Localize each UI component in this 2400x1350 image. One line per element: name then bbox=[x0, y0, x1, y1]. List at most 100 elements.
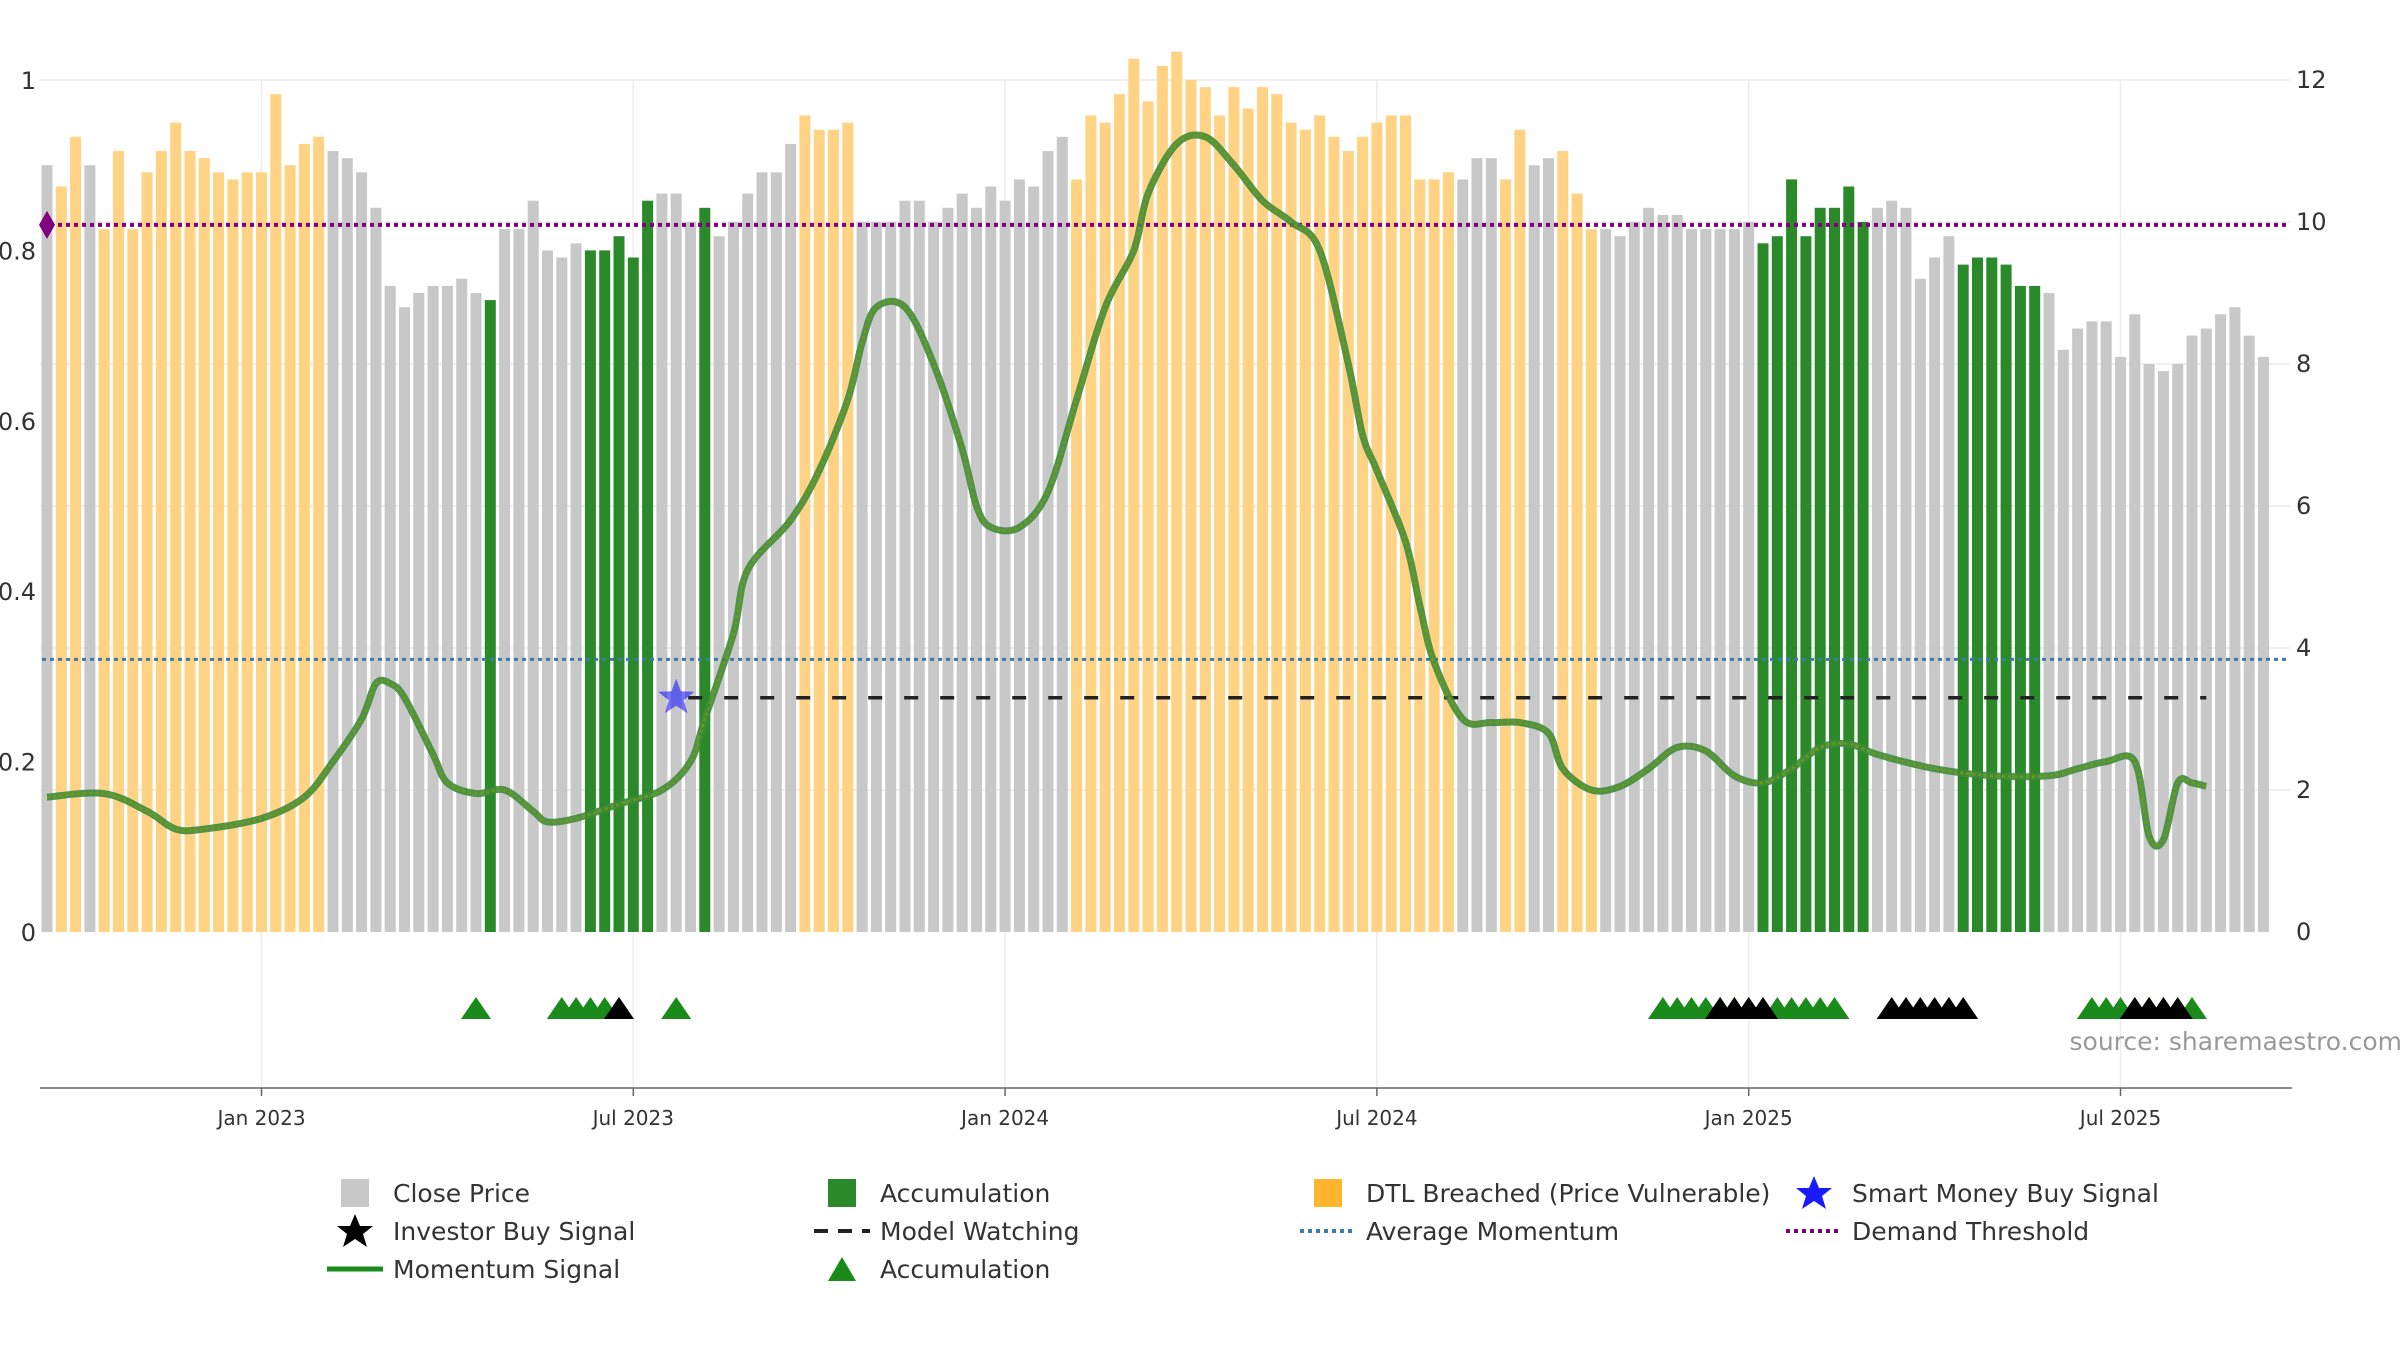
bar bbox=[1042, 151, 1054, 932]
bar bbox=[1800, 236, 1812, 932]
right-tick-label: 12 bbox=[2296, 66, 2327, 94]
right-tick-label: 8 bbox=[2296, 350, 2311, 378]
legend-dtl-breached-swatch bbox=[1314, 1179, 1342, 1207]
legend-demand-threshold: Demand Threshold bbox=[1784, 1213, 2089, 1249]
x-tick-label: Jan 2024 bbox=[959, 1106, 1049, 1130]
bar bbox=[1871, 207, 1883, 933]
bar bbox=[513, 229, 525, 933]
x-tick-label: Jul 2025 bbox=[2078, 1106, 2161, 1130]
bar bbox=[1500, 179, 1512, 932]
dashed-line-icon bbox=[814, 1229, 870, 1233]
investor-buy-marker bbox=[2162, 997, 2193, 1019]
bar bbox=[942, 207, 954, 933]
bar bbox=[98, 229, 110, 933]
legend-smart-money-label: Smart Money Buy Signal bbox=[1852, 1178, 2159, 1208]
bar bbox=[2258, 356, 2269, 932]
legend-accumulation-swatch bbox=[828, 1179, 856, 1207]
bar bbox=[2215, 314, 2227, 932]
bar bbox=[427, 285, 439, 932]
bar bbox=[1557, 151, 1569, 932]
legend-accumulation-marker: Accumulation bbox=[812, 1251, 1050, 1287]
bar bbox=[1528, 165, 1540, 932]
bar bbox=[1257, 87, 1268, 933]
bar bbox=[270, 94, 282, 932]
bar bbox=[742, 193, 754, 933]
bar bbox=[2129, 314, 2141, 932]
bar bbox=[470, 293, 482, 932]
legend-investor-buy: Investor Buy Signal bbox=[325, 1213, 635, 1249]
bar bbox=[2000, 264, 2012, 933]
momentum-chart: Jan 2023 Jul 2023 Jan 2024 Jul 2024 Jan 2025… bbox=[0, 51, 2400, 1130]
smart-money-star bbox=[658, 678, 695, 714]
bar bbox=[70, 136, 82, 933]
bar bbox=[1485, 158, 1497, 933]
signal-markers bbox=[461, 678, 2207, 1019]
bar bbox=[799, 115, 811, 932]
bar bbox=[1271, 94, 1283, 932]
momentum-signal-texture bbox=[46, 133, 2207, 848]
legend-investor-buy-label: Investor Buy Signal bbox=[393, 1216, 636, 1246]
legend-average-momentum: Average Momentum bbox=[1298, 1213, 1619, 1249]
bar bbox=[1013, 179, 1025, 932]
solid-line-icon bbox=[327, 1266, 383, 1272]
bar bbox=[1357, 136, 1369, 933]
bar bbox=[2172, 364, 2184, 932]
bar bbox=[999, 200, 1011, 932]
bar bbox=[2086, 321, 2098, 932]
bar bbox=[113, 151, 124, 932]
bar bbox=[1628, 222, 1640, 932]
bar bbox=[213, 172, 225, 933]
bar bbox=[899, 200, 911, 932]
bar bbox=[1814, 207, 1826, 933]
right-tick-label: 0 bbox=[2296, 918, 2311, 946]
axes: Jan 2023 Jul 2023 Jan 2024 Jul 2024 Jan 2025… bbox=[0, 66, 2327, 1130]
bar bbox=[785, 143, 797, 932]
bar bbox=[2229, 307, 2241, 932]
bar bbox=[928, 222, 940, 932]
bar bbox=[1099, 122, 1111, 933]
bar bbox=[2043, 293, 2055, 932]
x-tick-label: Jul 2023 bbox=[591, 1106, 674, 1130]
bar bbox=[713, 236, 725, 932]
bar bbox=[484, 300, 496, 933]
bar bbox=[198, 158, 210, 933]
bar bbox=[284, 165, 296, 932]
accumulation-marker bbox=[1819, 997, 1850, 1019]
bar bbox=[1571, 193, 1583, 933]
triangle-icon bbox=[828, 1257, 856, 1281]
bar bbox=[685, 222, 696, 932]
left-tick-label: 0.2 bbox=[0, 749, 36, 777]
left-tick-label: 0 bbox=[21, 919, 36, 947]
bar bbox=[1214, 115, 1226, 932]
bar bbox=[1929, 257, 1941, 932]
bar bbox=[2029, 285, 2041, 932]
right-tick-label: 4 bbox=[2296, 634, 2311, 662]
bar bbox=[1714, 229, 1726, 933]
bar bbox=[2157, 371, 2169, 933]
bar bbox=[1328, 136, 1340, 933]
bar bbox=[227, 179, 239, 932]
bar bbox=[84, 165, 96, 932]
bar bbox=[1171, 51, 1183, 933]
bar bbox=[1943, 236, 1955, 932]
bar bbox=[1128, 58, 1140, 932]
bar bbox=[1385, 115, 1397, 932]
bar bbox=[2072, 328, 2084, 932]
bar bbox=[341, 158, 353, 933]
price-bars bbox=[41, 51, 2269, 933]
legend-demand-threshold-label: Demand Threshold bbox=[1852, 1216, 2090, 1246]
bar bbox=[2057, 349, 2069, 932]
bar bbox=[842, 122, 854, 933]
bar bbox=[971, 207, 982, 933]
legend-model-watching-label: Model Watching bbox=[880, 1216, 1080, 1246]
legend-close-price: Close Price bbox=[325, 1175, 530, 1211]
bar bbox=[298, 143, 310, 932]
bar bbox=[241, 172, 253, 933]
bar bbox=[1771, 236, 1783, 932]
bar bbox=[1056, 136, 1068, 933]
bar bbox=[155, 151, 167, 932]
bar bbox=[1614, 236, 1626, 932]
dotted-line-icon bbox=[1300, 1229, 1356, 1233]
bar bbox=[2100, 321, 2112, 932]
legend-momentum-signal-label: Momentum Signal bbox=[393, 1254, 621, 1284]
